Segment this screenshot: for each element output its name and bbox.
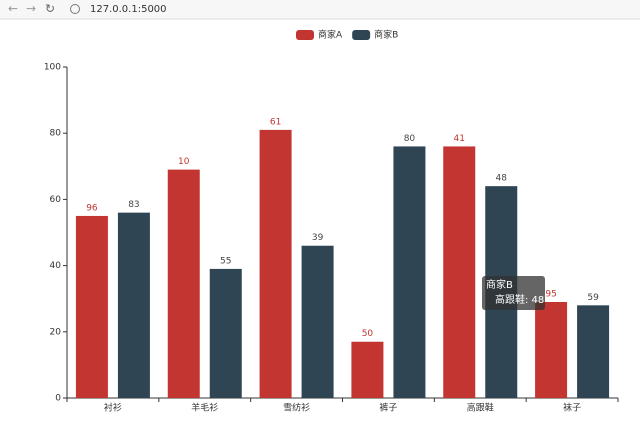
reload-button[interactable]: ↻ bbox=[45, 2, 55, 16]
url[interactable]: 127.0.0.1:5000 bbox=[90, 4, 167, 15]
y-tick-label: 40 bbox=[50, 261, 62, 271]
value-label: 96 bbox=[86, 203, 98, 213]
x-tick-label: 高跟鞋 bbox=[467, 402, 494, 414]
value-label: 55 bbox=[220, 256, 231, 266]
bar bbox=[167, 169, 200, 398]
forward-button[interactable]: → bbox=[26, 2, 36, 16]
back-button[interactable]: ← bbox=[8, 2, 18, 16]
y-tick-label: 100 bbox=[44, 63, 61, 73]
bar bbox=[301, 245, 334, 398]
legend-swatch bbox=[296, 30, 314, 40]
info-icon[interactable] bbox=[70, 4, 80, 14]
x-tick-label: 羊毛衫 bbox=[191, 402, 218, 414]
value-label: 10 bbox=[178, 157, 190, 167]
value-label: 41 bbox=[454, 134, 465, 144]
bar bbox=[259, 129, 292, 398]
x-tick-label: 裤子 bbox=[379, 402, 397, 414]
y-tick-label: 0 bbox=[55, 394, 61, 404]
value-label: 95 bbox=[545, 290, 556, 300]
tooltip-box bbox=[482, 276, 545, 310]
value-label: 83 bbox=[128, 200, 139, 210]
tooltip-text: 高跟鞋: 48 bbox=[495, 293, 544, 306]
value-label: 80 bbox=[404, 134, 416, 144]
bar bbox=[393, 146, 426, 398]
legend-label: 商家A bbox=[318, 29, 343, 41]
value-label: 61 bbox=[270, 117, 281, 127]
bar bbox=[535, 302, 568, 398]
bar bbox=[351, 341, 384, 398]
value-label: 59 bbox=[587, 293, 599, 303]
legend-label: 商家B bbox=[374, 29, 398, 41]
tooltip-title: 商家B bbox=[486, 278, 513, 291]
bar bbox=[75, 215, 108, 398]
tooltip: 商家B 高跟鞋: 48 bbox=[482, 276, 545, 310]
bar bbox=[209, 268, 242, 398]
legend-swatch bbox=[352, 30, 371, 40]
bar bbox=[577, 305, 610, 398]
browser-bar bbox=[0, 0, 640, 19]
y-tick-label: 80 bbox=[50, 129, 62, 139]
value-label: 48 bbox=[496, 174, 508, 184]
x-tick-label: 衬衫 bbox=[104, 402, 122, 414]
x-tick-label: 袜子 bbox=[563, 402, 581, 414]
x-tick-label: 雪纺衫 bbox=[283, 402, 310, 414]
y-tick-label: 60 bbox=[50, 195, 62, 205]
bar bbox=[117, 212, 150, 398]
y-tick-label: 20 bbox=[50, 327, 62, 337]
value-label: 39 bbox=[312, 233, 324, 243]
value-label: 50 bbox=[362, 329, 374, 339]
bar bbox=[443, 146, 476, 398]
